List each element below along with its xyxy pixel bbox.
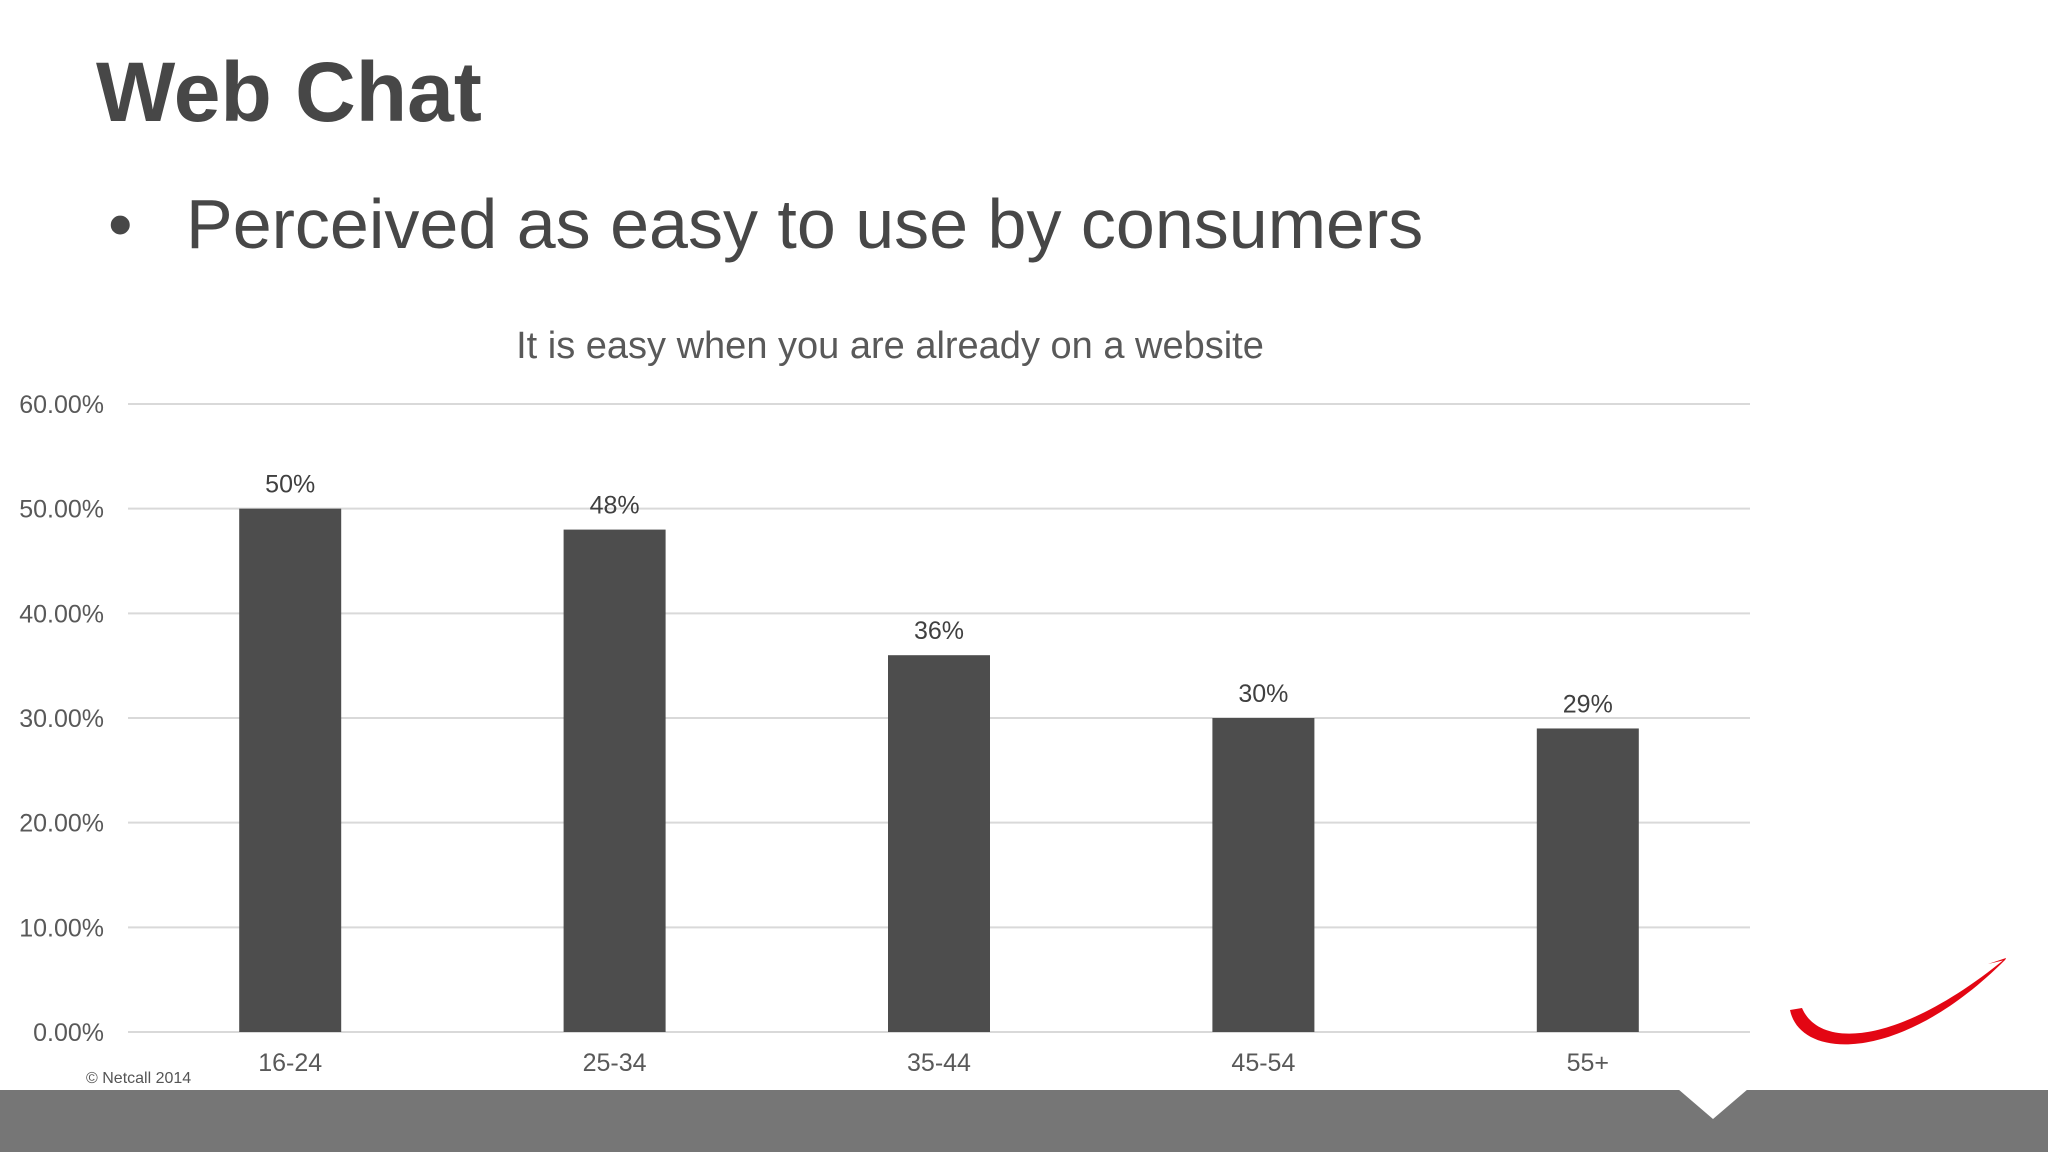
data-label: 30% (1238, 680, 1288, 708)
x-tick-label: 45-54 (1231, 1049, 1295, 1077)
data-label: 50% (265, 471, 315, 499)
y-axis: 0.00% 10.00% 20.00% 30.00% 40.00% 50.00% 60.00… (19, 391, 104, 1047)
bullet-point: • Perceived as easy to use by consumers (108, 184, 1423, 264)
data-label: 48% (590, 492, 640, 520)
bar-55+ (1536, 728, 1639, 1032)
y-tick-label: 20.00% (19, 810, 104, 838)
bar-35-44 (888, 655, 990, 1032)
bullet-text: Perceived as easy to use by consumers (186, 185, 1424, 263)
bullet-dot-icon: • (108, 185, 133, 263)
y-tick-label: 0.00% (33, 1019, 104, 1047)
y-tick-label: 40.00% (19, 600, 104, 628)
y-tick-label: 30.00% (19, 705, 104, 733)
x-tick-label: 16-24 (258, 1049, 322, 1077)
y-tick-label: 60.00% (19, 391, 104, 419)
x-tick-label: 35-44 (907, 1049, 971, 1077)
data-label: 36% (914, 617, 964, 645)
x-tick-label: 55+ (1567, 1049, 1609, 1077)
bar-45-54 (1212, 718, 1315, 1032)
x-tick-label: 25-34 (583, 1049, 647, 1077)
slide-title: Web Chat (96, 45, 482, 139)
y-tick-label: 50.00% (19, 496, 104, 524)
copyright-text: © Netcall 2014 (86, 1070, 192, 1087)
x-axis: 16-24 25-34 35-44 45-54 55+ (258, 1049, 1609, 1077)
bar-25-34 (563, 529, 666, 1032)
data-labels: 50% 48% 36% 30% 29% (265, 471, 1613, 719)
data-label: 29% (1563, 690, 1613, 718)
bars (239, 508, 1639, 1033)
footer-notch-icon (1678, 1089, 1748, 1119)
y-tick-label: 10.00% (19, 914, 104, 942)
netcall-logo-swoosh-icon (1790, 958, 2006, 1045)
chart-title: It is easy when you are already on a web… (516, 325, 1264, 367)
bar-16-24 (239, 508, 342, 1033)
